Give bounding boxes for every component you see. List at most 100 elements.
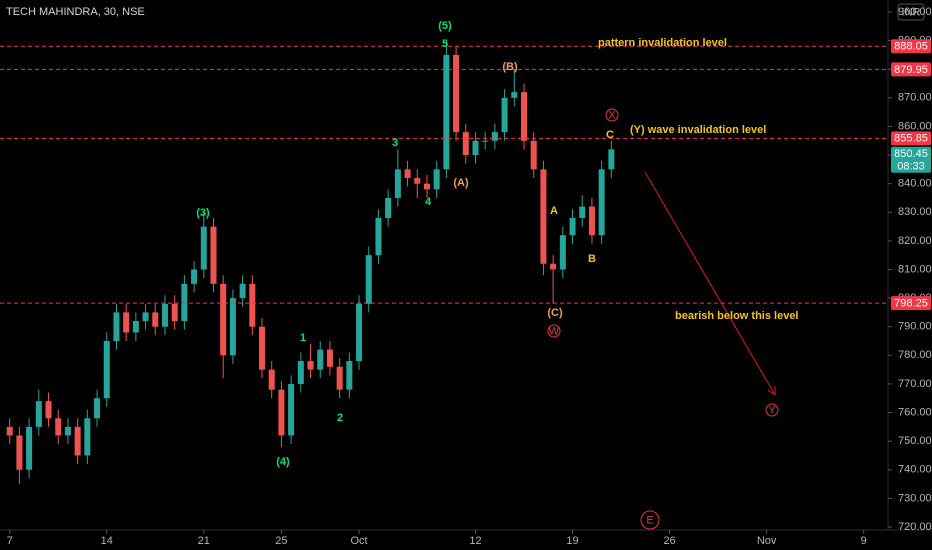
wave-label: (5) (438, 20, 452, 32)
level-tag-label: 888.05 (894, 41, 928, 53)
wave-label: pattern invalidation level (598, 37, 727, 49)
y-tick-label: 790.00 (898, 321, 932, 333)
wave-label: (B) (502, 61, 518, 73)
candle-body (142, 312, 149, 321)
level-tag-label: 798.25 (894, 298, 928, 310)
x-tick-label: 12 (469, 535, 481, 547)
x-tick-label: 19 (566, 535, 578, 547)
candle-body (249, 283, 256, 327)
candle-body (521, 92, 528, 141)
symbol-title: TECH MAHINDRA, 30, NSE (6, 6, 145, 18)
wave-label: (Y) wave invalidation level (630, 124, 766, 136)
candle-body (491, 132, 498, 141)
candle-body (414, 177, 421, 184)
candle-body (171, 303, 178, 321)
wave-label: 5 (442, 38, 448, 50)
wave-circle-label: Y (768, 404, 776, 416)
x-tick-label: 7 (7, 535, 13, 547)
level-tag-label: 879.95 (894, 64, 928, 76)
candle-body (394, 169, 401, 198)
candle-body (288, 383, 295, 436)
y-tick-label: 750.00 (898, 435, 932, 447)
wave-circle-label: X (608, 109, 616, 121)
currency-box[interactable] (897, 3, 925, 21)
candle-body (64, 426, 71, 436)
candle-body (404, 169, 411, 178)
level-tag (891, 62, 931, 77)
wave-label: 4 (425, 196, 432, 208)
level-tag (891, 296, 931, 311)
wave-circle-label: W (549, 325, 560, 337)
wave-label: (3) (196, 207, 210, 219)
candle-body (268, 369, 275, 390)
candle-body (385, 197, 392, 218)
candle-body (181, 283, 188, 321)
candle-body (229, 298, 236, 356)
level-tag (891, 131, 931, 146)
wave-label: C (606, 129, 614, 141)
candle-body (6, 426, 13, 436)
wave-label: 3 (392, 137, 398, 149)
candle-body (540, 169, 547, 264)
y-tick-label: 740.00 (898, 464, 932, 476)
wave-label: 1 (300, 332, 306, 344)
candle-body (423, 183, 430, 190)
candle-body (152, 312, 159, 327)
candle-body (598, 169, 605, 236)
candle-body (317, 349, 324, 370)
candle-body (336, 366, 343, 390)
wave-circle (765, 403, 779, 417)
x-tick-label: Nov (757, 535, 777, 547)
y-tick-label: 760.00 (898, 406, 932, 418)
y-tick-label: 810.00 (898, 263, 932, 275)
last-price-label: 850.45 (894, 148, 928, 160)
candle-body (200, 226, 207, 270)
y-tick-label: 780.00 (898, 349, 932, 361)
y-tick-label: 720.00 (898, 521, 932, 533)
candle-body (103, 341, 110, 399)
arrow-head (767, 386, 776, 397)
level-tag (891, 39, 931, 54)
wave-circle (605, 108, 619, 122)
candle-body (472, 140, 479, 156)
x-tick-label: 21 (198, 535, 210, 547)
candle-body (530, 140, 537, 170)
candle-body (55, 418, 62, 436)
y-tick-label: 730.00 (898, 492, 932, 504)
currency-label[interactable]: INR (902, 6, 921, 18)
wave-circle-label: E (646, 514, 653, 526)
y-tick-label: 840.00 (898, 178, 932, 190)
candle-body (278, 389, 285, 436)
y-tick-label: 860.00 (898, 120, 932, 132)
level-tag-label: 855.85 (894, 133, 928, 145)
candle-body (588, 206, 595, 236)
candle-body (501, 97, 508, 133)
candle-body (239, 283, 246, 299)
candle-body (45, 401, 52, 419)
candle-body (550, 263, 557, 270)
candle-body (559, 235, 566, 270)
candle-body (307, 361, 314, 370)
candle-body (375, 218, 382, 256)
wave-label: bearish below this level (675, 310, 799, 322)
x-tick-label: 14 (101, 535, 113, 547)
candle-body (210, 226, 217, 284)
candle-body (356, 303, 363, 362)
x-tick-label: 9 (861, 535, 867, 547)
candle-body (482, 140, 489, 142)
wave-circle (547, 324, 561, 338)
countdown: 08:33 (897, 161, 925, 173)
candle-body (297, 361, 304, 384)
candle-body (191, 269, 198, 284)
candle-body (94, 398, 101, 419)
wave-label: (A) (453, 177, 469, 189)
wave-label: A (550, 205, 558, 217)
candle-body (113, 312, 120, 342)
candle-body (346, 361, 353, 390)
candle-body (579, 206, 586, 218)
candle-body (326, 349, 333, 367)
candle-body (462, 132, 469, 156)
candle-body (443, 54, 450, 170)
